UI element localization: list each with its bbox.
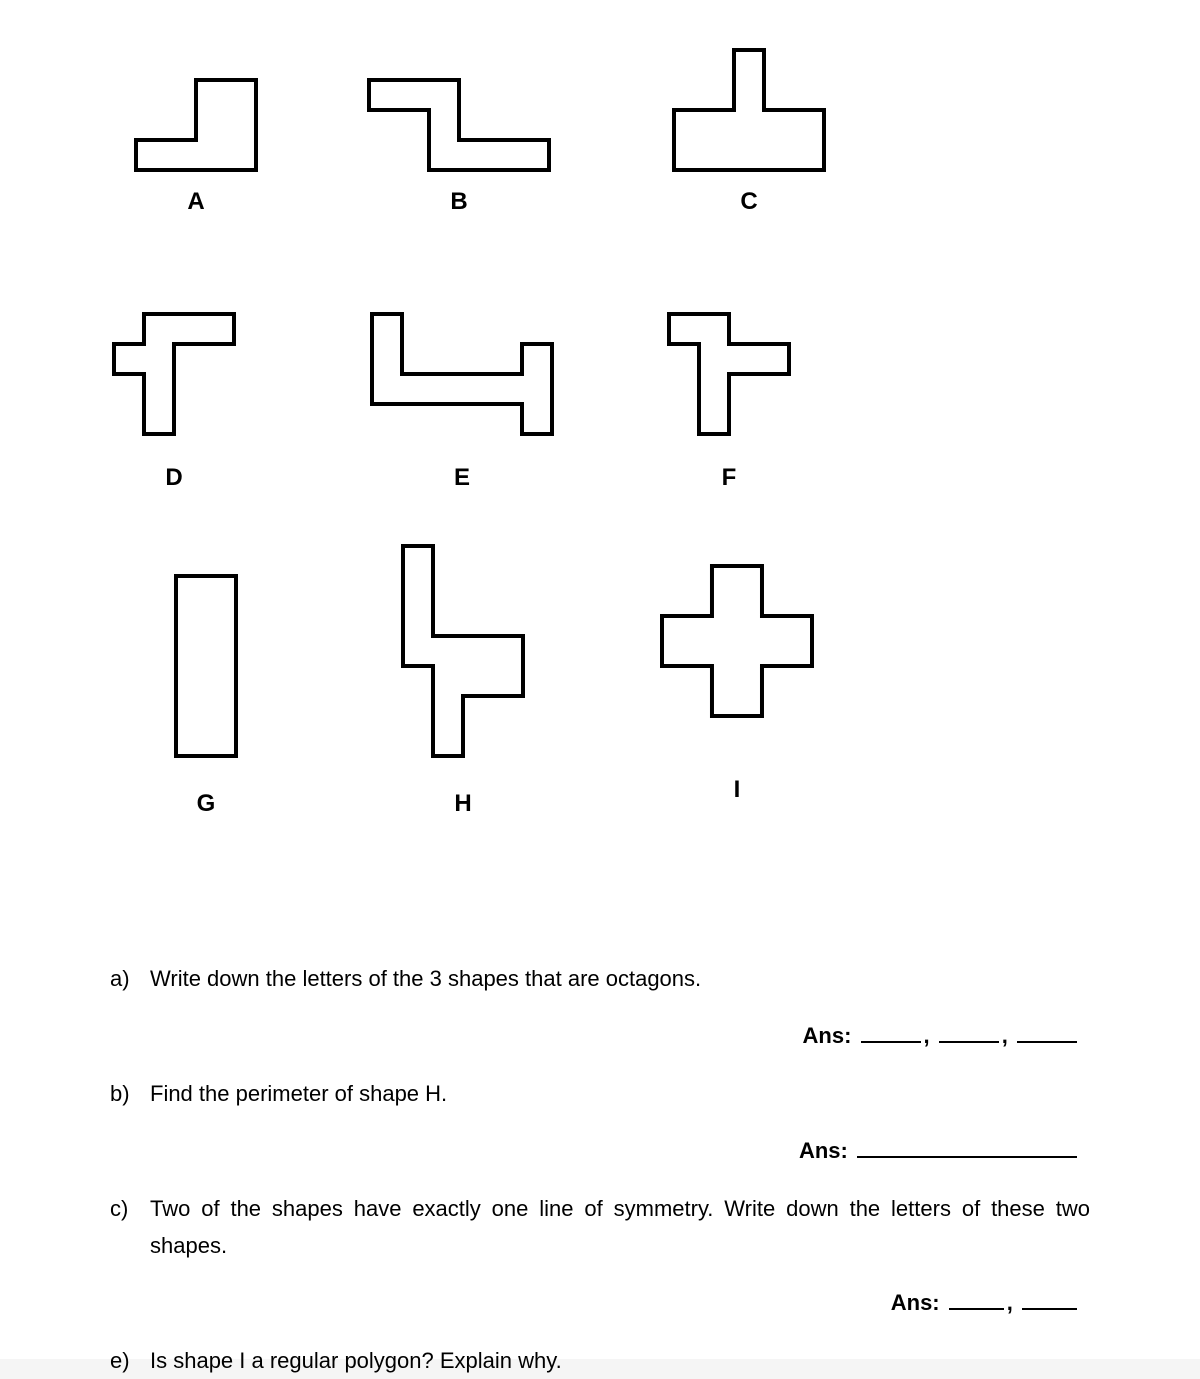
shapes-grid: A B C D E F G H I (110, 60, 1090, 920)
answer-blank[interactable] (857, 1134, 1077, 1158)
shape-F: F (665, 310, 793, 492)
shape-H-label: H (399, 790, 527, 818)
question-e: e) Is shape I a regular polygon? Explain… (110, 1342, 1090, 1379)
answer-label: Ans: (891, 1290, 940, 1315)
shape-B-label: B (365, 188, 553, 216)
question-c: c) Two of the shapes have exactly one li… (110, 1190, 1090, 1265)
shape-A-label: A (132, 188, 260, 216)
shape-I-label: I (658, 776, 816, 804)
shape-D-figure (110, 310, 238, 438)
answer-blank[interactable] (939, 1019, 999, 1043)
question-text: Find the perimeter of shape H. (150, 1075, 1090, 1112)
shape-G-label: G (172, 790, 240, 818)
question-a: a) Write down the letters of the 3 shape… (110, 960, 1090, 997)
shape-I-figure (658, 562, 816, 720)
shape-B-figure (365, 76, 553, 174)
answer-blank[interactable] (861, 1019, 921, 1043)
shape-B: B (365, 76, 553, 216)
worksheet-page: A B C D E F G H I a) Write down the letters of t… (0, 0, 1200, 1359)
shape-H: H (399, 542, 527, 818)
shape-H-figure (399, 542, 527, 760)
shape-I: I (658, 562, 816, 804)
answer-label: Ans: (803, 1023, 852, 1048)
question-text: Is shape I a regular polygon? Explain wh… (150, 1342, 1090, 1379)
shape-C: C (670, 46, 828, 216)
answer-blank[interactable] (1017, 1019, 1077, 1043)
shape-C-label: C (670, 188, 828, 216)
questions-section: a) Write down the letters of the 3 shape… (110, 960, 1090, 1379)
answer-line-b: Ans: (110, 1132, 1090, 1169)
shape-G-figure (172, 572, 240, 760)
question-letter: a) (110, 960, 150, 997)
shape-A: A (132, 76, 260, 216)
shape-E: E (368, 310, 556, 492)
answer-blank[interactable] (949, 1286, 1004, 1310)
answer-line-c: Ans: , (110, 1284, 1090, 1321)
shape-G: G (172, 572, 240, 818)
question-letter: e) (110, 1342, 150, 1379)
shape-E-label: E (368, 464, 556, 492)
question-b: b) Find the perimeter of shape H. (110, 1075, 1090, 1112)
shape-F-label: F (665, 464, 793, 492)
question-text: Write down the letters of the 3 shapes t… (150, 960, 1090, 997)
shape-E-figure (368, 310, 556, 438)
answer-label: Ans: (799, 1138, 848, 1163)
question-text: Two of the shapes have exactly one line … (150, 1190, 1090, 1265)
shape-D: D (110, 310, 238, 492)
question-letter: b) (110, 1075, 150, 1112)
shape-C-figure (670, 46, 828, 174)
shape-F-figure (665, 310, 793, 438)
answer-line-a: Ans: , , (110, 1017, 1090, 1054)
question-letter: c) (110, 1190, 150, 1265)
shape-D-label: D (110, 464, 238, 492)
answer-blank[interactable] (1022, 1286, 1077, 1310)
shape-A-figure (132, 76, 260, 174)
